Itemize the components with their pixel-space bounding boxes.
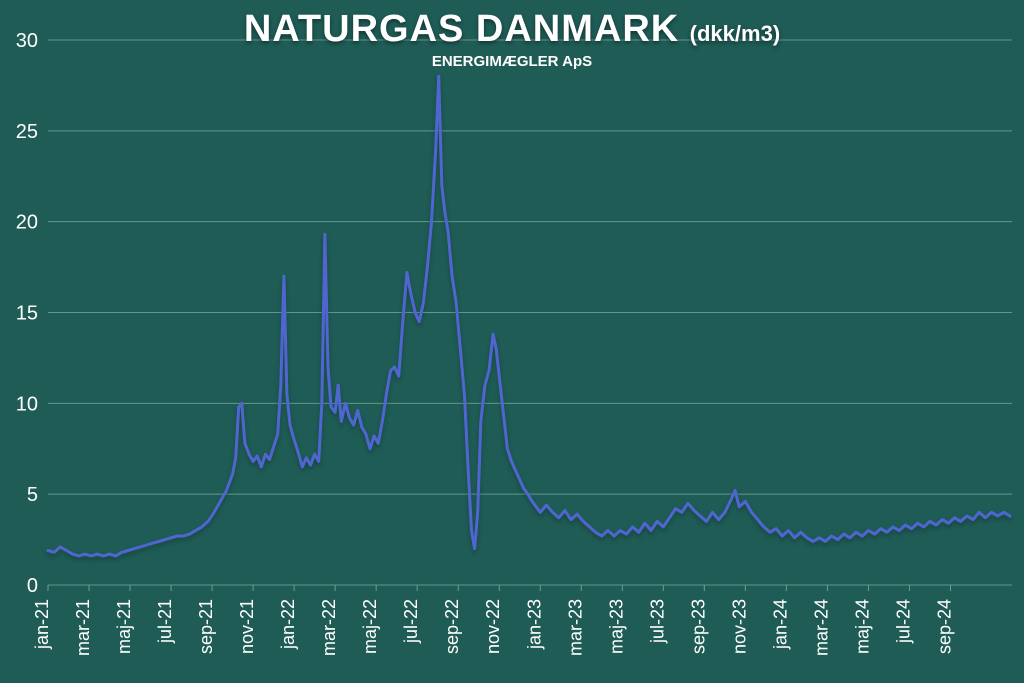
x-tick-label: jan-22 [278,599,298,650]
y-tick-label: 15 [16,303,38,325]
x-tick-label: mar-21 [73,599,93,656]
x-tick-label: sep-21 [196,599,216,654]
x-tick-label: maj-24 [852,599,872,654]
x-tick-label: sep-23 [688,599,708,654]
x-tick-label: mar-22 [319,599,339,656]
x-tick-label: jan-23 [524,599,544,650]
x-tick-label: mar-23 [565,599,585,656]
x-tick-label: sep-22 [442,599,462,654]
y-tick-label: 30 [16,30,38,52]
x-tick-label: maj-21 [114,599,134,654]
x-tick-label: maj-23 [606,599,626,654]
x-tick-label: nov-21 [237,599,257,654]
y-tick-label: 20 [16,212,38,234]
x-tick-label: jul-24 [893,599,913,644]
y-tick-label: 25 [16,121,38,143]
y-tick-label: 10 [16,393,38,415]
x-tick-label: sep-24 [934,599,954,654]
x-tick-label: jan-21 [32,599,52,650]
chart-canvas: 0 5 10 15 20 25 30 jan-21 mar-21 maj-21 jul-21 sep-… [0,0,1024,683]
gas-price-chart: 0 5 10 15 20 25 30 jan-21 mar-21 maj-21 jul-21 sep-… [0,0,1024,683]
x-tick-label: jul-22 [401,599,421,644]
y-tick-label: 5 [27,484,38,506]
y-tick-label: 0 [27,575,38,597]
x-tick-label: maj-22 [360,599,380,654]
x-tick-label: nov-22 [483,599,503,654]
x-tick-label: nov-23 [729,599,749,654]
x-tick-label: jul-21 [155,599,175,644]
x-tick-label: jan-24 [770,599,790,650]
x-tick-label: mar-24 [811,599,831,656]
x-tick-label: jul-23 [647,599,667,644]
